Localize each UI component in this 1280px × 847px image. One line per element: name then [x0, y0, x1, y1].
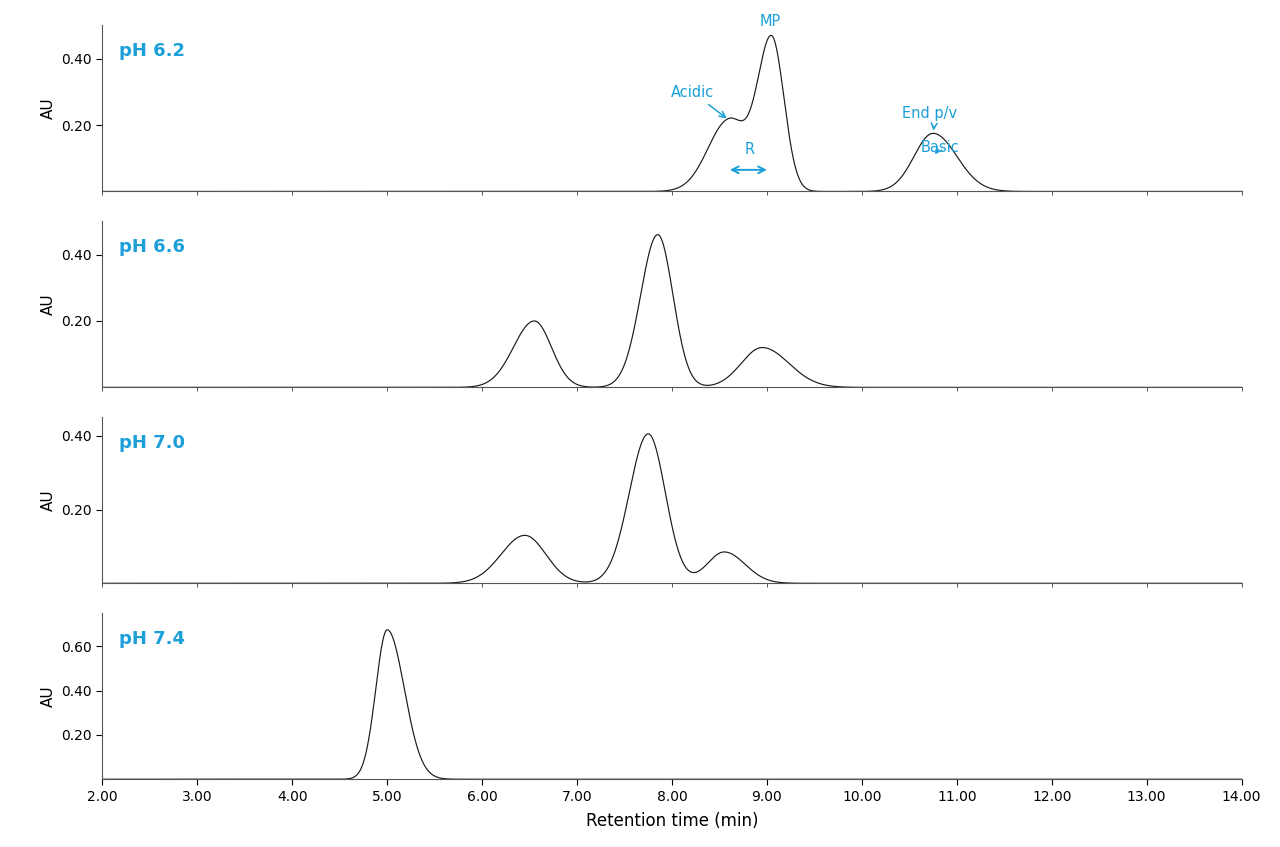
Text: End p/v: End p/v: [901, 106, 957, 129]
Text: MP: MP: [760, 14, 781, 30]
Text: pH 7.4: pH 7.4: [119, 630, 186, 648]
Text: pH 6.2: pH 6.2: [119, 42, 186, 60]
Text: pH 7.0: pH 7.0: [119, 434, 186, 451]
Y-axis label: AU: AU: [41, 294, 56, 315]
X-axis label: Retention time (min): Retention time (min): [586, 812, 758, 830]
Text: Basic: Basic: [920, 140, 960, 155]
Text: Acidic: Acidic: [671, 86, 726, 118]
Y-axis label: AU: AU: [41, 490, 56, 511]
Y-axis label: AU: AU: [41, 97, 56, 119]
Text: pH 6.6: pH 6.6: [119, 238, 186, 256]
Text: R: R: [745, 141, 755, 157]
Y-axis label: AU: AU: [41, 685, 55, 707]
